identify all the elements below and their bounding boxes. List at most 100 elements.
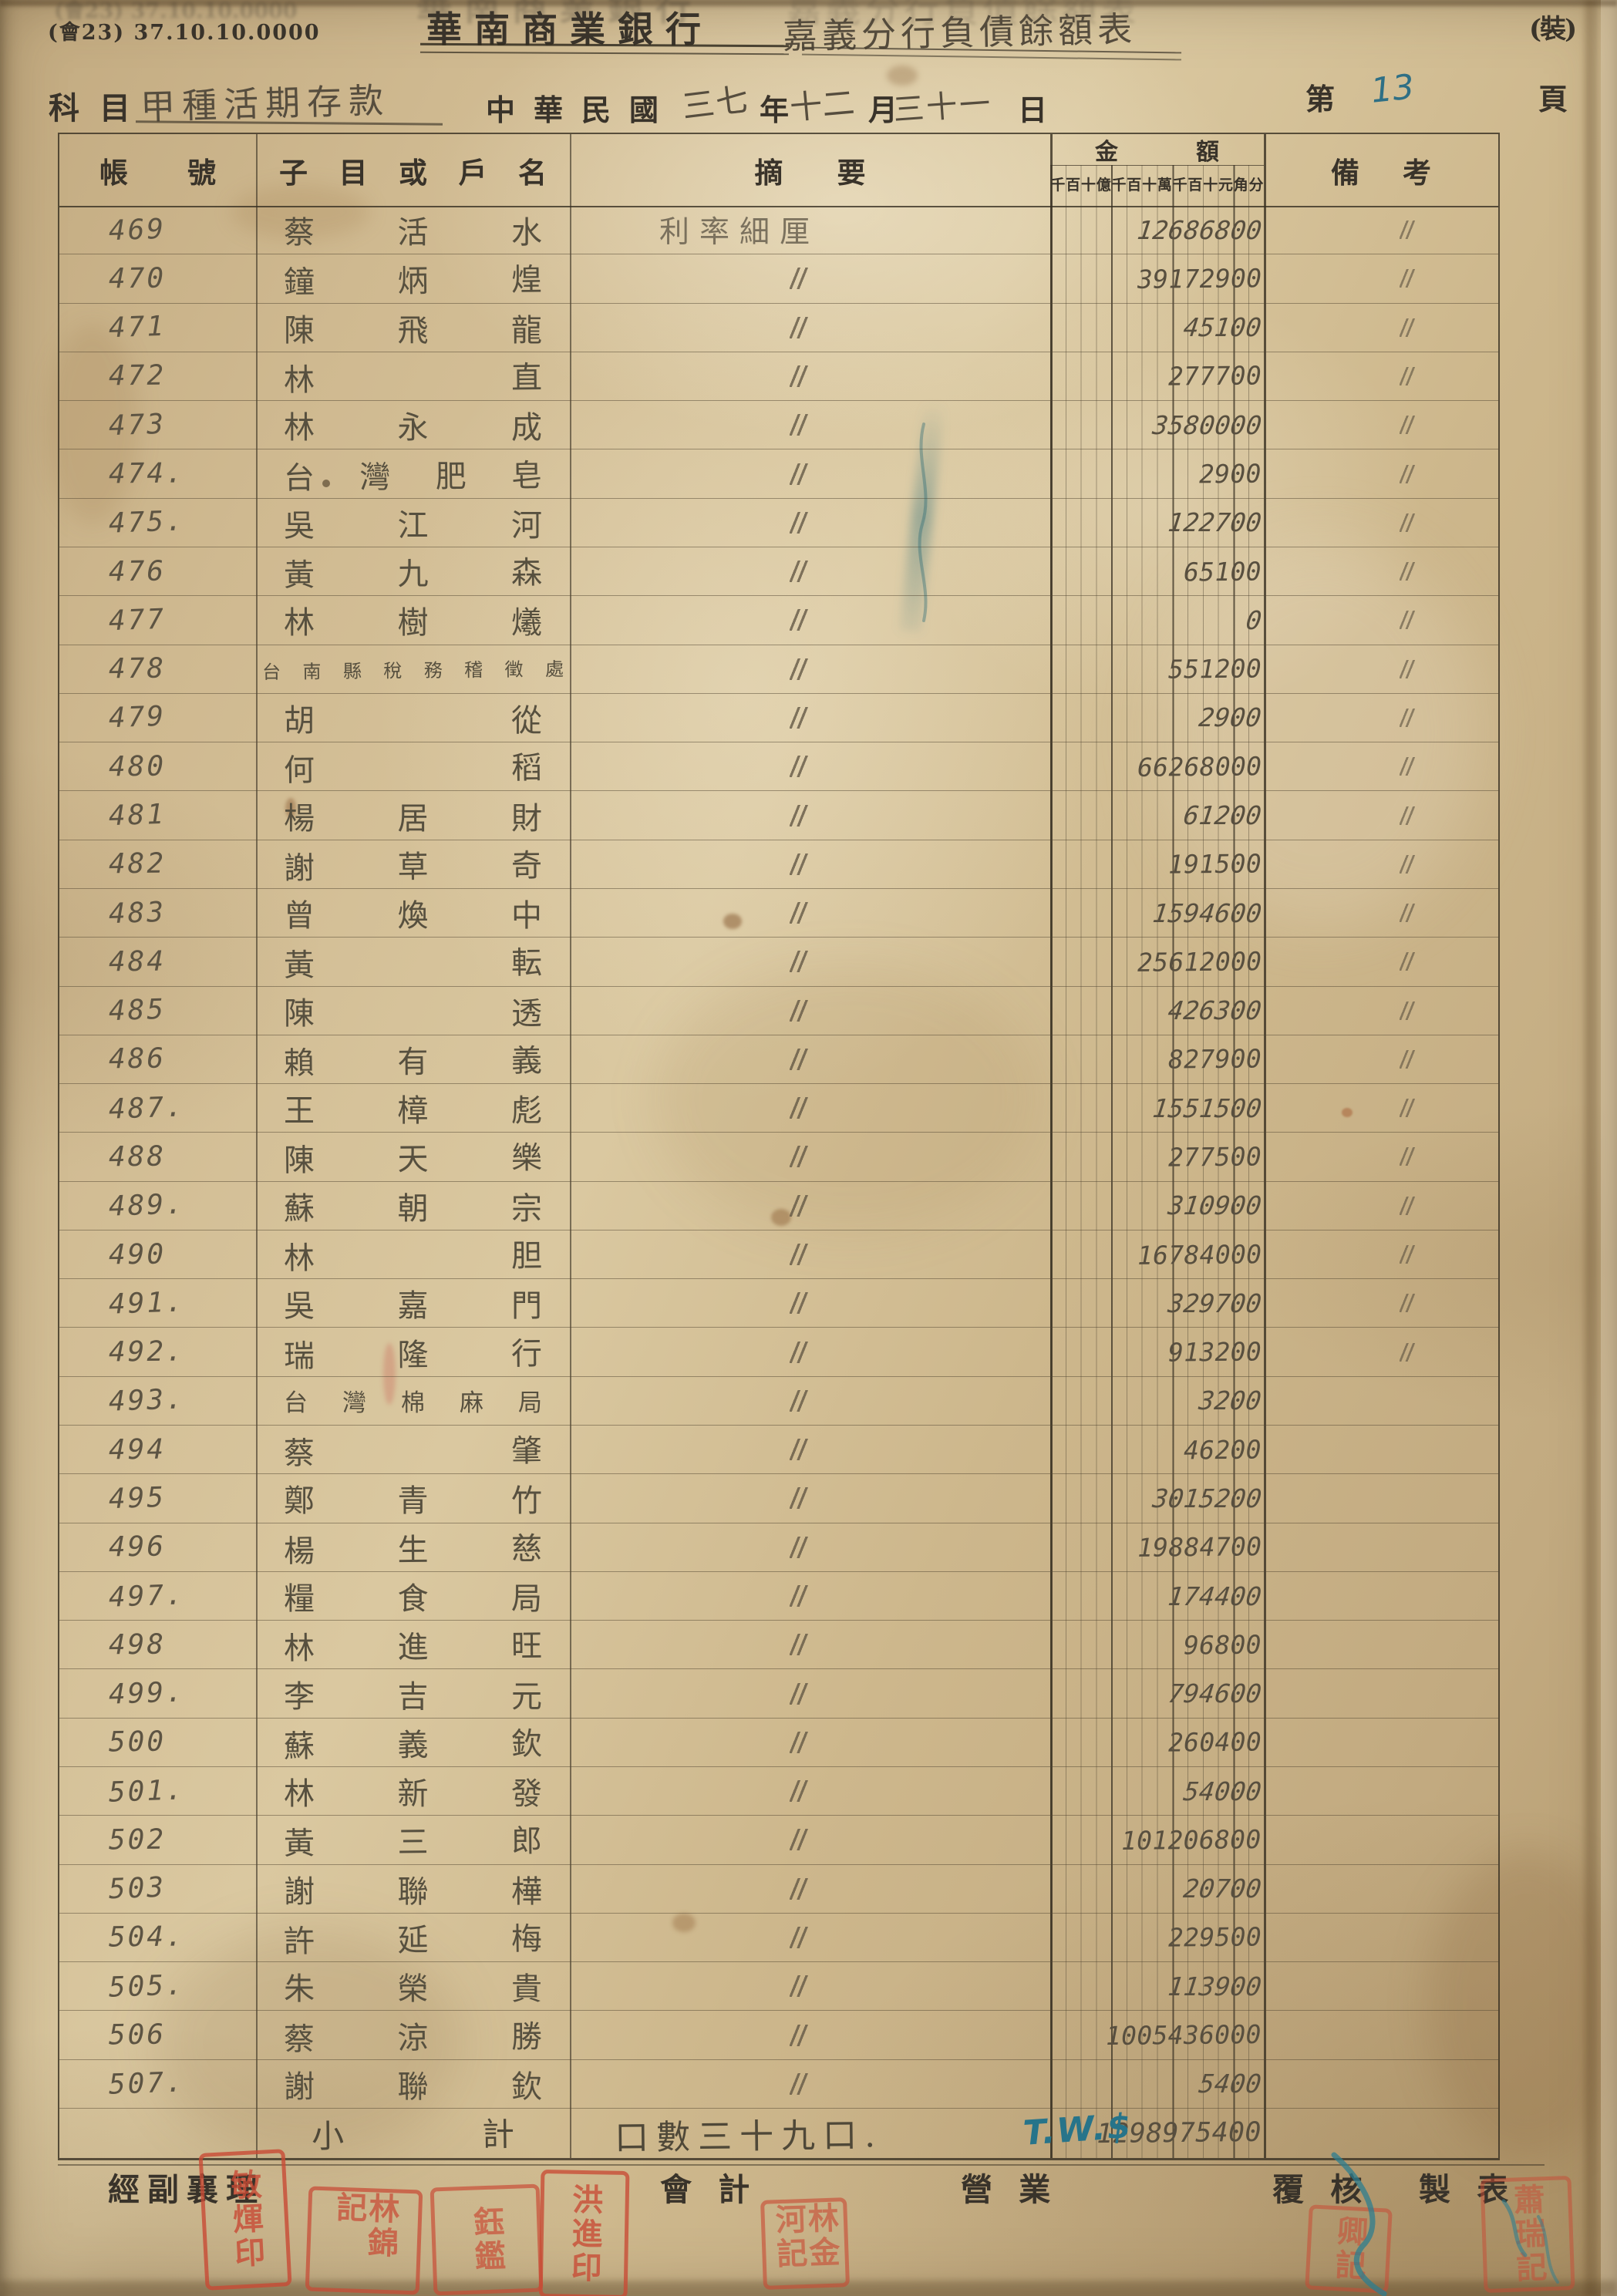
remarks-cell	[1264, 840, 1498, 888]
summary-cell	[570, 304, 1050, 352]
account-name-cell: 台南縣稅務稽徵處	[256, 645, 570, 693]
summary-cell	[570, 1767, 1050, 1815]
amount-cell: 2900	[1050, 694, 1264, 742]
amount-cell: 25612000	[1050, 938, 1264, 985]
amount-cell: 66268000	[1050, 742, 1264, 790]
account-name: 黃転	[283, 945, 543, 985]
account-name-cell: 蘇朝宗	[256, 1182, 570, 1230]
amount-value: 1005436000	[1106, 2018, 1262, 2052]
amount-cell: 426300	[1050, 987, 1264, 1035]
summary-cell	[570, 1084, 1050, 1132]
amount-value: 2900	[1197, 702, 1264, 733]
amount-value: 46200	[1183, 1434, 1262, 1466]
remarks-cell	[1264, 2011, 1498, 2059]
amount-cell: 1594600	[1050, 889, 1264, 937]
ditto-mark	[1400, 854, 1415, 874]
summary-cell	[570, 547, 1050, 595]
account-name-cell: 吳嘉門	[256, 1279, 570, 1327]
digit-unit-label: 百	[1066, 177, 1081, 194]
remarks-cell	[1264, 1035, 1498, 1083]
table-row: 501. 林新發 54000	[59, 1767, 1498, 1816]
amount-value: 12686800	[1135, 214, 1264, 245]
table-row: 497. 糧食局 174400	[59, 1572, 1498, 1621]
ditto-mark	[790, 951, 808, 973]
summary-text: 利率細厘	[659, 215, 820, 251]
remarks-cell	[1264, 742, 1498, 790]
amount-cell: 2900	[1050, 449, 1264, 497]
remarks-cell	[1264, 206, 1498, 254]
account-name: 蘇義欽	[283, 1726, 543, 1765]
red-seal: 敏煇印	[198, 2149, 292, 2291]
account-number-cell: 505.	[59, 1962, 256, 2010]
account-name-cell: 鐘炳煌	[256, 254, 570, 302]
account-name: 李吉元	[284, 1678, 542, 1715]
digit-unit-label: 千	[1111, 177, 1127, 194]
account-number: 480	[108, 750, 167, 783]
date-year-value: 三七	[679, 79, 753, 126]
remarks-cell	[1264, 1377, 1498, 1425]
remarks-cell	[1264, 596, 1498, 644]
account-number: 497.	[108, 1578, 186, 1614]
ditto-mark	[1400, 1049, 1415, 1069]
account-number-cell: 494	[59, 1426, 256, 1473]
account-name-cell: 楊居財	[256, 791, 570, 839]
amount-cell: 551200	[1050, 645, 1264, 693]
account-number-cell: 498	[59, 1621, 256, 1668]
amount-cell: 39172900	[1050, 254, 1264, 302]
amount-value: 65100	[1183, 556, 1262, 587]
account-name: 胡從	[284, 702, 542, 739]
remarks-cell	[1264, 1182, 1498, 1230]
digit-unit-label: 萬	[1157, 177, 1172, 194]
seal-characters: 林金河記	[770, 2201, 841, 2272]
ditto-mark	[1400, 416, 1415, 435]
summary-cell	[570, 2011, 1050, 2059]
remarks-cell	[1264, 938, 1498, 985]
summary-cell	[570, 889, 1050, 937]
account-number-cell: 481	[59, 791, 256, 839]
account-name: 王樟彪	[284, 1093, 542, 1129]
blue-pen-scribble	[1331, 2152, 1387, 2296]
amount-cell: 191500	[1050, 840, 1264, 888]
blue-ink-squiggle	[918, 423, 928, 622]
account-name: 陳天樂	[283, 1140, 543, 1180]
signature-label: 覆 核	[1272, 2171, 1370, 2208]
date-year-label: 年	[760, 93, 790, 127]
account-name-cell: 謝聯樺	[256, 1865, 570, 1913]
summary-cell	[570, 352, 1050, 400]
account-name: 黃三郎	[283, 1823, 543, 1863]
date-month-label: 月	[868, 93, 898, 127]
digit-unit-label: 百	[1127, 177, 1142, 194]
account-name-cell: 楊生慈	[256, 1523, 570, 1571]
ditto-mark	[790, 1877, 808, 1900]
remarks-cell	[1264, 1816, 1498, 1863]
remarks-cell	[1264, 1767, 1498, 1815]
account-number: 474.	[108, 457, 185, 490]
amount-value: 61200	[1181, 800, 1264, 831]
summary-cell	[570, 1523, 1050, 1571]
account-number: 491.	[108, 1286, 186, 1321]
table-body: 469 蔡活水 利率細厘 12686800 470 鐘炳煌 39172900 471 陳飛龍 45…	[59, 206, 1498, 2158]
red-seal: 林錦記	[305, 2186, 423, 2295]
account-name-cell: 何稻	[256, 742, 570, 790]
amount-value: 3200	[1197, 1385, 1264, 1416]
page-fold	[1581, 0, 1598, 2296]
account-number-cell: 488	[59, 1133, 256, 1180]
account-name-cell: 蔡肇	[256, 1426, 570, 1473]
date-era: 中華民國	[486, 93, 678, 127]
amount-value: 329700	[1166, 1288, 1264, 1318]
page-edge	[0, 2281, 1617, 2296]
ditto-mark	[790, 1487, 808, 1510]
amount-value: 122700	[1166, 507, 1264, 538]
amount-value: 66268000	[1137, 750, 1262, 783]
table-row: 470 鐘炳煌 39172900	[59, 254, 1498, 304]
bank-name: 華南商業銀行	[426, 8, 713, 50]
currency-stamp: T.W.$	[1022, 2106, 1134, 2153]
table-row: 472 林直 277700	[59, 352, 1498, 402]
account-number-cell: 474.	[59, 449, 256, 497]
account-name: 台灣棉麻局	[284, 1389, 542, 1418]
account-number-cell: 475.	[59, 499, 256, 547]
amount-cell: 329700	[1050, 1279, 1264, 1327]
account-name: 謝草奇	[283, 848, 543, 887]
ditto-mark	[1400, 221, 1415, 240]
page-number-prefix: 第	[1305, 82, 1336, 116]
